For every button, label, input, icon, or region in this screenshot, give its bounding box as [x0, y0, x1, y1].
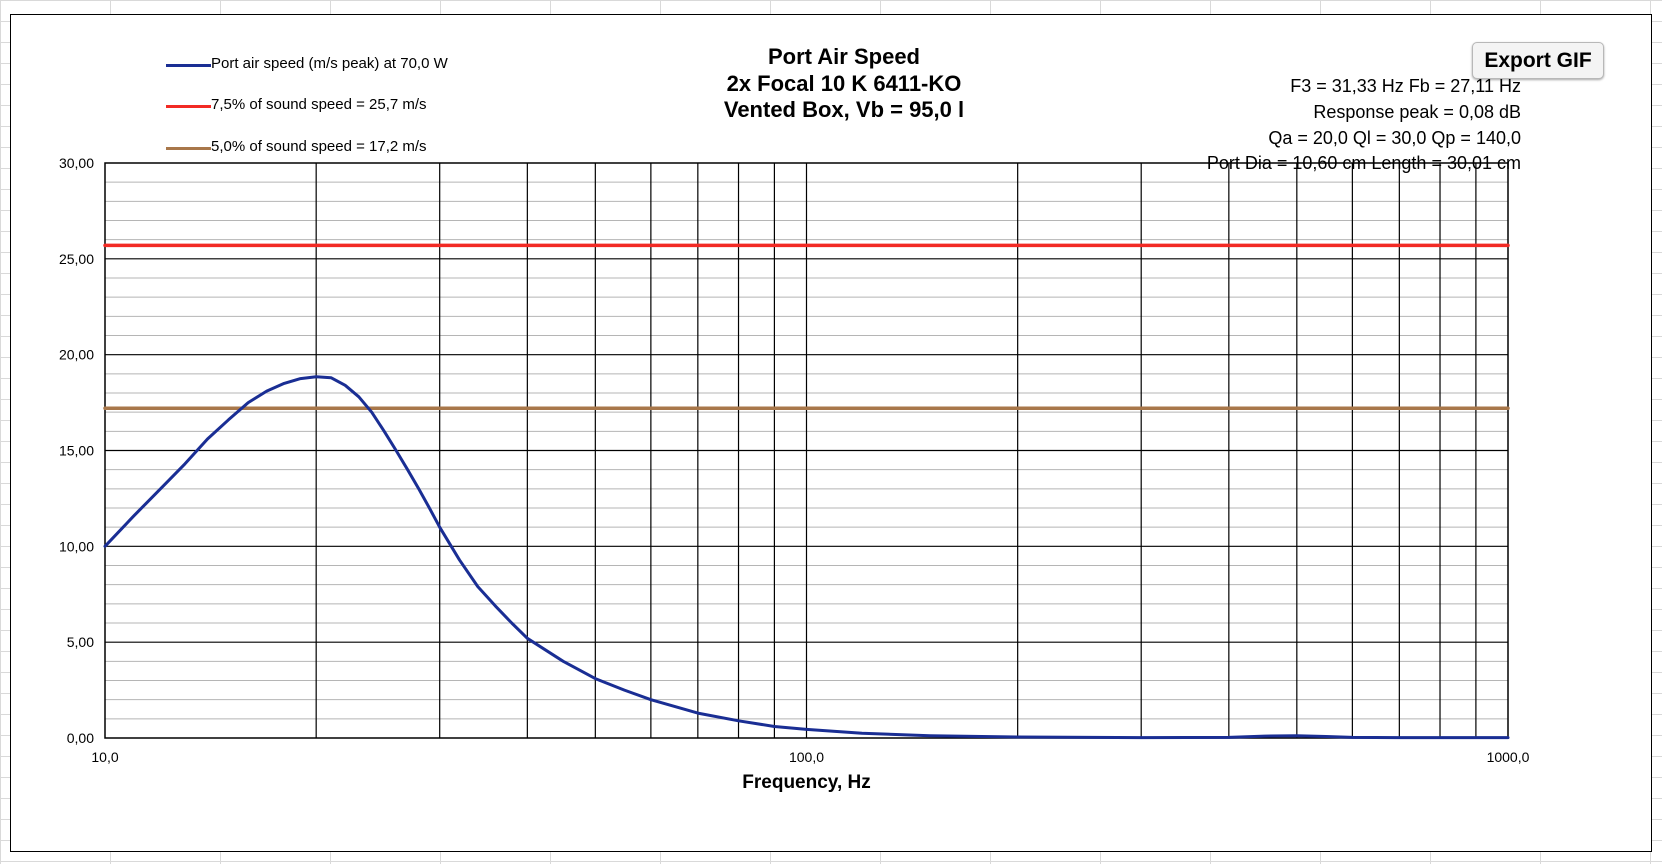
legend-label: Port air speed (m/s peak) at 70,0 W	[211, 55, 448, 72]
export-gif-button[interactable]: Export GIF	[1472, 42, 1604, 79]
info-response-peak: Response peak = 0,08 dB	[1313, 102, 1521, 122]
legend-label: 5,0% of sound speed = 17,2 m/s	[211, 138, 427, 155]
plot-area-border	[104, 162, 1509, 739]
chart-frame: 0,00 5,00 10,00 15,00 20,00 25,00 30,00 10,0 100…	[10, 14, 1652, 852]
info-f3-fb: F3 = 31,33 Hz Fb = 27,11 Hz	[1290, 76, 1521, 96]
x-tick-label: 1000,0	[1487, 749, 1530, 765]
chart-title-line-3: Vented Box, Vb = 95,0 l	[723, 97, 965, 122]
chart-title-line-2: 2x Focal 10 K 6411-KO	[726, 71, 962, 96]
chart-plot: 0,00 5,00 10,00 15,00 20,00 25,00 30,00 10,0 100…	[59, 155, 1530, 793]
y-tick-label: 5,00	[67, 634, 94, 650]
chart-title-line-1: Port Air Speed	[768, 44, 920, 69]
y-tick-label: 15,00	[59, 443, 94, 459]
y-tick-label: 25,00	[59, 251, 94, 267]
legend-swatch	[166, 105, 211, 108]
series-line-0	[103, 375, 1510, 740]
x-tick-label: 100,0	[789, 749, 824, 765]
x-tick-label: 10,0	[91, 749, 118, 765]
y-tick-label: 30,00	[59, 155, 94, 171]
legend-label: 7,5% of sound speed = 25,7 m/s	[211, 96, 427, 113]
info-port-dimensions: Port Dia = 10,60 cm Length = 30,01 cm	[1206, 153, 1521, 173]
y-tick-label: 20,00	[59, 347, 94, 363]
x-axis-title: Frequency, Hz	[742, 772, 870, 793]
y-tick-label: 0,00	[67, 730, 94, 746]
y-tick-label: 10,00	[59, 538, 94, 554]
info-q-values: Qa = 20,0 Ql = 30,0 Qp = 140,0	[1268, 128, 1521, 148]
legend-swatch	[166, 147, 211, 150]
legend-swatch	[166, 64, 211, 67]
